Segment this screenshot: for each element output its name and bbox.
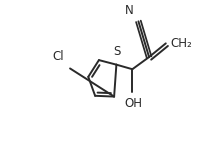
- Text: CH₂: CH₂: [170, 37, 192, 50]
- Text: Cl: Cl: [53, 50, 64, 63]
- Text: S: S: [113, 45, 121, 58]
- Text: N: N: [125, 4, 134, 17]
- Text: OH: OH: [125, 97, 143, 110]
